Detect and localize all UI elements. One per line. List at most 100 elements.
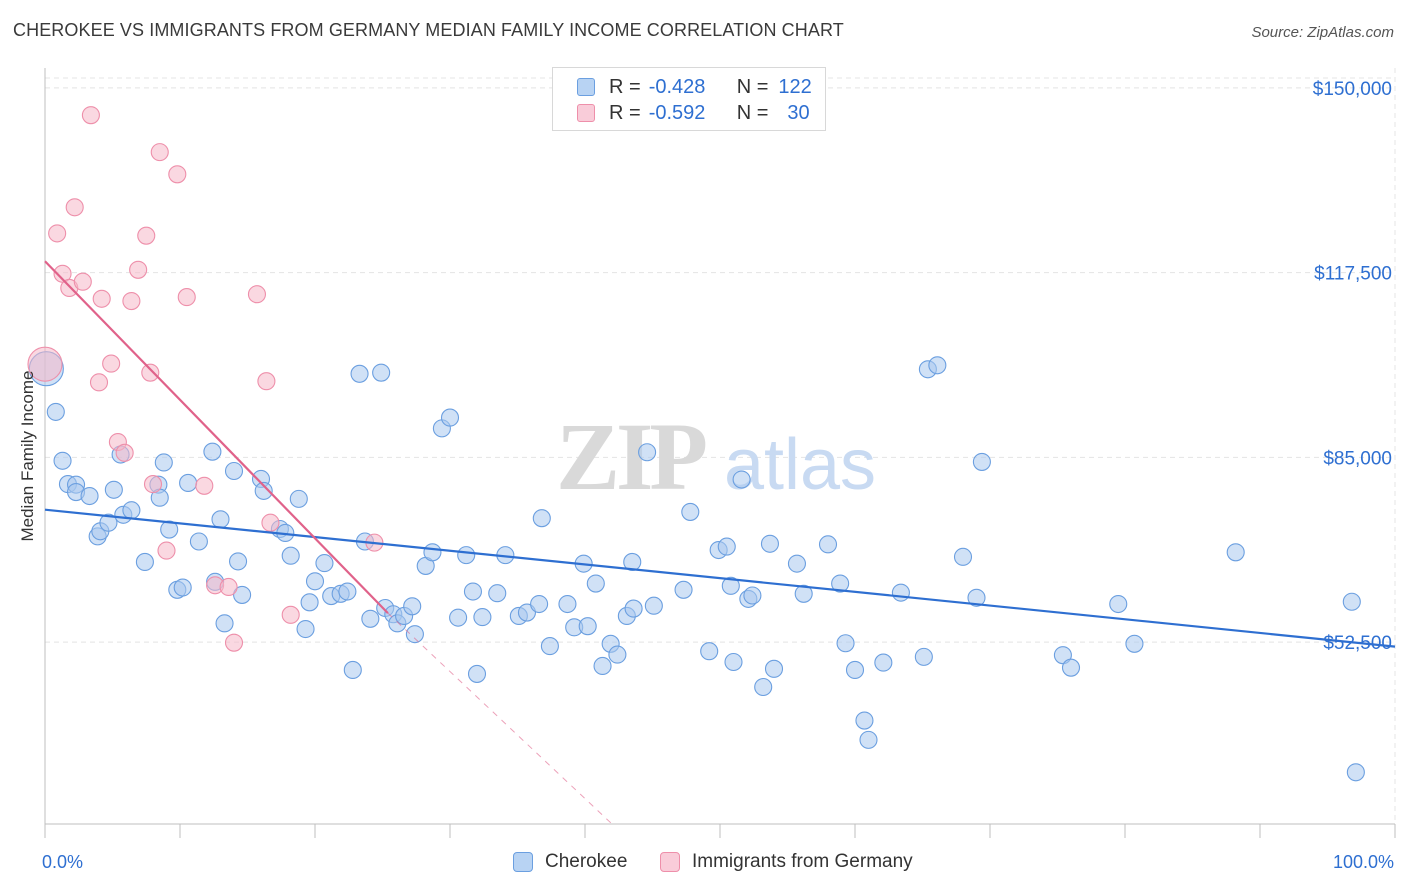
source-label: Source: ZipAtlas.com: [1251, 24, 1394, 41]
cherokee-point: [296, 619, 315, 639]
stats-row-germany: R = -0.592 N = 30: [577, 100, 810, 126]
germany-legend-swatch: [660, 852, 680, 872]
cherokee-point: [104, 480, 123, 499]
germany-point: [81, 106, 100, 125]
cherokee-point: [173, 578, 192, 597]
legend-item-cherokee[interactable]: Cherokee: [513, 851, 627, 873]
grid-lines: [45, 68, 1396, 824]
cherokee-point: [644, 596, 663, 615]
cherokee-point: [717, 537, 736, 556]
cherokee-point: [831, 574, 850, 593]
cherokee-point: [122, 501, 141, 520]
cherokee-point: [743, 586, 762, 605]
germany-swatch: [577, 104, 595, 122]
cherokee-point: [914, 647, 933, 666]
germany-points: [27, 106, 384, 652]
cherokee-point: [845, 660, 865, 680]
r-value: -0.428: [648, 75, 706, 98]
germany-point: [257, 372, 276, 391]
cherokee-point: [608, 645, 627, 664]
cherokee-point: [224, 461, 244, 481]
cherokee-point: [449, 608, 468, 627]
germany-point: [281, 605, 300, 624]
cherokee-point: [855, 711, 874, 730]
legend-item-germany[interactable]: Immigrants from Germany: [660, 851, 913, 873]
legend-label: Cherokee: [545, 851, 628, 872]
cherokee-point: [972, 452, 991, 471]
cherokee-point: [423, 543, 442, 562]
cherokee-point: [624, 599, 643, 618]
cherokee-point: [135, 552, 154, 572]
axes: [44, 68, 1396, 838]
cherokee-point: [463, 582, 483, 601]
cherokee-point: [53, 451, 72, 470]
germany-point: [89, 373, 109, 392]
cherokee-point: [160, 520, 179, 539]
cherokee-point: [586, 574, 605, 593]
cherokee-point: [836, 634, 855, 653]
germany-point: [261, 513, 280, 532]
cherokee-point: [46, 402, 65, 421]
germany-point: [219, 577, 238, 597]
germany-point: [92, 289, 111, 308]
cherokee-point: [558, 594, 577, 614]
cherokee-point: [700, 642, 719, 661]
cherokee-point: [724, 652, 743, 672]
cherokee-point: [540, 637, 559, 656]
cherokee-point: [953, 547, 973, 566]
germany-point: [115, 443, 134, 462]
watermark-zip: ZIP: [556, 403, 705, 510]
germany-point: [141, 363, 160, 382]
cherokee-point: [1125, 634, 1144, 653]
cherokee-point: [967, 588, 986, 607]
cherokee-point: [467, 664, 487, 683]
cherokee-point: [928, 356, 947, 375]
cherokee-point: [215, 614, 234, 633]
cherokee-point: [859, 730, 878, 749]
n-value: 30: [787, 101, 810, 124]
cherokee-point: [1061, 658, 1081, 677]
y-axis-label: Median Family Income: [18, 370, 37, 542]
germany-point: [143, 475, 163, 494]
cherokee-point: [405, 625, 424, 644]
cherokee-point: [732, 470, 751, 489]
y-tick-label: $150,000: [1313, 79, 1392, 100]
germany-point: [48, 224, 67, 243]
cherokee-point: [281, 546, 300, 565]
cherokee-point: [154, 453, 173, 472]
watermark-atlas: atlas: [724, 425, 876, 505]
n-value: 122: [778, 75, 812, 98]
cherokee-point: [189, 532, 208, 551]
cherokee-point: [315, 554, 334, 573]
germany-point: [129, 260, 148, 279]
germany-point: [168, 165, 187, 184]
watermark: ZIP atlas: [556, 403, 876, 510]
cherokee-point: [473, 608, 492, 627]
cherokee-point: [578, 617, 597, 636]
germany-point: [150, 143, 169, 162]
cherokee-point: [80, 486, 99, 506]
cherokee-point: [638, 443, 657, 462]
cherokee-point: [593, 656, 612, 676]
germany-point: [195, 476, 214, 495]
n-label: N =: [736, 101, 769, 124]
legend-label: Immigrants from Germany: [692, 851, 913, 872]
germany-point: [177, 288, 196, 307]
cherokee-point: [99, 513, 118, 532]
cherokee-point: [233, 585, 252, 604]
cherokee-point: [338, 582, 357, 601]
germany-point: [247, 285, 267, 304]
stats-legend: R = -0.428 N = 122 R = -0.592 N = 30: [552, 67, 826, 131]
cherokee-point: [305, 572, 325, 591]
x-tick-label-min: 0.0%: [42, 852, 84, 872]
germany-point: [27, 346, 63, 382]
cherokee-point: [1346, 763, 1365, 782]
germany-point: [224, 633, 244, 652]
germany-point: [137, 226, 156, 245]
cherokee-point: [721, 576, 740, 595]
germany-trend-line: [44, 260, 389, 614]
cherokee-point: [343, 660, 362, 680]
cherokee-point: [764, 659, 784, 678]
cherokee-point: [818, 535, 838, 554]
cherokee-point: [1109, 594, 1128, 614]
